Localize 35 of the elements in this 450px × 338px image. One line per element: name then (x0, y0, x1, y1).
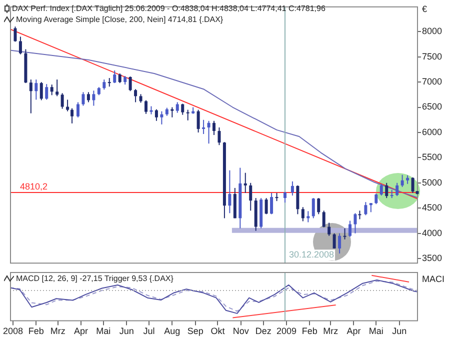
x-tick-label: Feb (28, 326, 44, 336)
ref-line-label: 4810,2 (20, 181, 48, 192)
ref-line-label: 30.12.2008 (288, 250, 334, 260)
x-tick-label: Mrz (323, 326, 339, 336)
y-axis-title: € (422, 4, 428, 14)
y-tick-label: 4500 (422, 202, 442, 213)
y-tick-label: 5500 (422, 152, 442, 162)
x-tick-label: Apr (346, 326, 361, 336)
x-tick-label: Dez (255, 326, 272, 336)
y-tick-label: 5000 (422, 177, 442, 188)
x-tick-label: Aug (164, 326, 180, 336)
y-tick-label: 4000 (422, 228, 442, 238)
x-tick-label: Nov (232, 326, 250, 336)
text: Moving Average Simple [Close, 200, Nein] 4714,81 {.DAX} (16, 15, 224, 24)
y-tick-label: 7000 (422, 76, 442, 87)
x-tick-label: Apr (74, 326, 88, 336)
x-tick-label: Jun (392, 326, 407, 336)
x-tick-label: Mai (96, 326, 111, 336)
x-tick-label: Mai (368, 326, 384, 336)
y-tick-label: 3500 (422, 253, 442, 264)
x-tick-label: Jun (119, 326, 134, 336)
x-tick-label: Jul (143, 326, 155, 336)
x-tick-label: 2008 (2, 326, 24, 336)
y-axis-title: MACI (422, 274, 444, 284)
x-tick-label: Mrz (50, 326, 66, 336)
chart-title: MACD [12, 26, 9] -27,15 Trigger 9,53 {.DAX} (16, 274, 174, 283)
y-tick-label: 6500 (422, 102, 442, 112)
y-tick-label: 8000 (422, 26, 442, 36)
x-tick-label: Sep (187, 326, 204, 336)
y-tick-label: 6000 (422, 126, 442, 137)
y-tick-label: 7500 (422, 51, 442, 62)
x-tick-label: Okt (210, 326, 226, 336)
chart-title: DAX Perf. Index [.DAX Täglich] 25.06.2009 - O:4838,04 H:4838,04 L:4774,41 C:4781,96 (12, 4, 326, 13)
x-tick-label: 2009 (276, 326, 296, 336)
x-tick-label: Feb (302, 326, 318, 336)
